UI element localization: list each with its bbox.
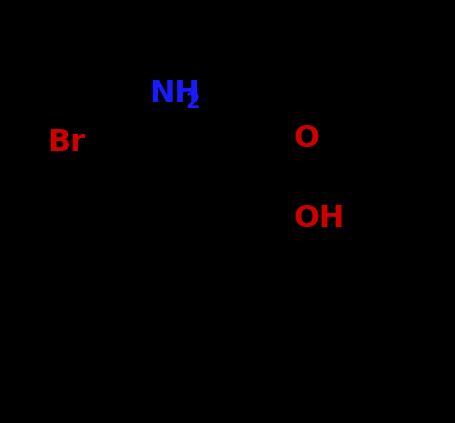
Text: NH: NH [149,79,200,108]
Text: OH: OH [293,204,344,233]
Text: 2: 2 [185,92,200,112]
Text: Br: Br [47,128,85,157]
Text: O: O [293,124,318,153]
